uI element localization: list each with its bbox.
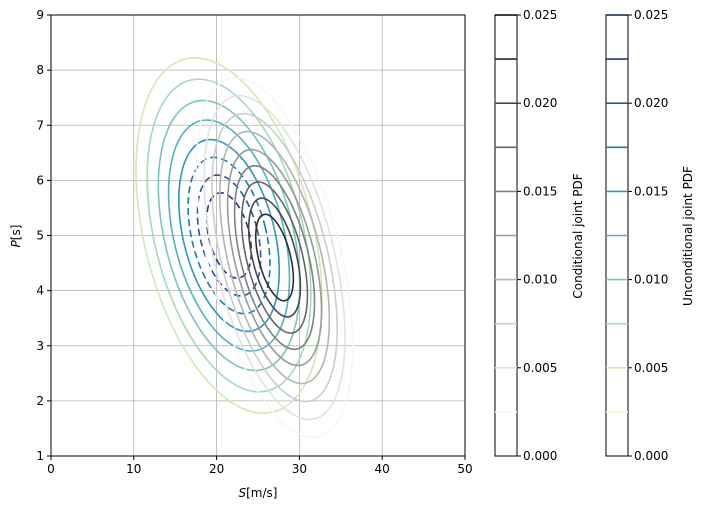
- x-axis-label-units: [m/s]: [246, 486, 277, 500]
- y-axis-label-units: [s]: [9, 225, 23, 241]
- x-axis-label-symbol: S: [239, 486, 247, 500]
- conditional-colorbar-ticks: 0.000 0.005 0.010 0.015 0.020 0.025: [517, 8, 557, 463]
- unconditional-colorbar-tick-label: 0.010: [634, 273, 668, 287]
- unconditional-colorbar-level-lines: [606, 14, 628, 413]
- conditional-contour-line: [195, 76, 354, 439]
- conditional-colorbar-label: Conditional joint PDF: [571, 173, 585, 298]
- conditional-contour-line: [240, 181, 309, 334]
- y-axis-label: P[s]: [9, 225, 23, 248]
- x-tick-label: 50: [457, 462, 472, 476]
- conditional-contour-line: [233, 165, 316, 351]
- y-axis-ticks: 1 2 3 4 5 6 7 8 9: [36, 8, 51, 463]
- y-tick-label: 8: [36, 63, 44, 77]
- y-tick-label: 1: [36, 449, 44, 463]
- conditional-colorbar-tick-label: 0.000: [523, 449, 557, 463]
- conditional-colorbar-tick-label: 0.020: [523, 96, 557, 110]
- y-tick-label: 6: [36, 173, 44, 187]
- conditional-contour-line: [203, 94, 346, 421]
- y-tick-label: 2: [36, 394, 44, 408]
- conditional-colorbar-tick-label: 0.025: [523, 8, 557, 22]
- x-axis-ticks: 0 10 20 30 40 50: [47, 456, 473, 476]
- y-tick-label: 5: [36, 229, 44, 243]
- unconditional-colorbar-tick-label: 0.020: [634, 96, 668, 110]
- conditional-colorbar-tick-label: 0.005: [523, 361, 557, 375]
- x-tick-label: 40: [375, 462, 390, 476]
- unconditional-colorbar: 0.000 0.005 0.010 0.015 0.020 0.025 Unconditi…: [605, 8, 695, 463]
- y-tick-label: 4: [36, 284, 44, 298]
- x-tick-label: 30: [292, 462, 307, 476]
- conditional-colorbar-tick-label: 0.010: [523, 273, 557, 287]
- unconditional-colorbar-tick-label: 0.005: [634, 361, 668, 375]
- y-tick-label: 3: [36, 339, 44, 353]
- conditional-contour-line: [218, 130, 331, 385]
- x-tick-label: 0: [47, 462, 55, 476]
- conditional-colorbar-level-lines: [495, 14, 517, 413]
- contour-plot-axes: 0 10 20 30 40 50 1 2 3 4 5 6 7 8 9 S[m/s] P[s]: [9, 8, 473, 500]
- unconditional-colorbar-tick-label: 0.015: [634, 184, 668, 198]
- conditional-colorbar: 0.000 0.005 0.010 0.015 0.020 0.025 Condition…: [494, 8, 585, 463]
- conditional-colorbar-tick-label: 0.015: [523, 184, 557, 198]
- x-tick-label: 10: [126, 462, 141, 476]
- conditional-contours: [195, 76, 354, 439]
- conditional-contour-line: [247, 197, 302, 318]
- conditional-contour-line: [254, 213, 295, 302]
- unconditional-colorbar-ticks: 0.000 0.005 0.010 0.015 0.020 0.025: [628, 8, 668, 463]
- x-tick-label: 20: [209, 462, 224, 476]
- y-tick-label: 9: [36, 8, 44, 22]
- unconditional-contour-line: [177, 138, 281, 333]
- x-axis-label: S[m/s]: [239, 486, 278, 500]
- y-axis-label-symbol: P: [9, 239, 23, 247]
- unconditional-colorbar-label: Unconditional joint PDF: [681, 166, 695, 306]
- unconditional-colorbar-tick-label: 0.000: [634, 449, 668, 463]
- conditional-contour-line: [226, 148, 323, 367]
- unconditional-colorbar-tick-label: 0.025: [634, 8, 668, 22]
- conditional-contour-line: [211, 112, 338, 403]
- unconditional-contour-line: [187, 156, 271, 315]
- y-tick-label: 7: [36, 118, 44, 132]
